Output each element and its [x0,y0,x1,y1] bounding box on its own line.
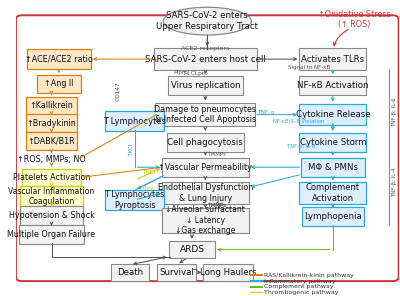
Text: Death: Death [117,268,143,277]
Text: ↑NET: ↑NET [142,170,158,175]
FancyBboxPatch shape [301,158,364,176]
FancyBboxPatch shape [168,76,243,95]
Text: ↑Bradykinin: ↑Bradykinin [27,119,76,128]
Text: Lymphopenia: Lymphopenia [304,212,362,221]
Text: ARDS: ARDS [180,245,204,254]
Text: ↑IVy: ↑IVy [142,186,154,191]
Text: ↑Vascular Permeability: ↑Vascular Permeability [158,163,252,172]
Text: Survival: Survival [159,268,194,277]
FancyBboxPatch shape [169,241,215,258]
Text: Complement pathway: Complement pathway [264,284,334,289]
FancyBboxPatch shape [154,48,257,70]
Text: SARS-CoV-2 enters
Upper Respiratory Tract: SARS-CoV-2 enters Upper Respiratory Trac… [156,12,258,31]
Text: TNF-β; IL-4: TNF-β; IL-4 [392,167,396,197]
FancyBboxPatch shape [299,133,366,152]
Text: Hypotension & Shock: Hypotension & Shock [8,211,94,220]
FancyBboxPatch shape [105,111,164,131]
Text: ↑Oxidative Stress
(↑ ROS): ↑Oxidative Stress (↑ ROS) [318,10,391,29]
FancyBboxPatch shape [299,76,366,95]
Text: ACE2 receptors: ACE2 receptors [181,46,230,51]
FancyBboxPatch shape [26,115,76,132]
FancyBboxPatch shape [26,97,76,115]
Text: ↑Kallikrein: ↑Kallikrein [30,101,73,110]
Text: TNF-α: TNF-α [257,110,274,115]
Text: Long Haulers: Long Haulers [200,268,257,277]
FancyBboxPatch shape [302,207,364,226]
FancyBboxPatch shape [299,104,366,126]
Text: TNF-α; IL-6: TNF-α; IL-6 [287,144,315,149]
Text: Multiple Organ Failure: Multiple Organ Failure [8,230,96,239]
Text: NF-κB Activation: NF-κB Activation [297,81,368,90]
FancyBboxPatch shape [162,158,249,176]
FancyBboxPatch shape [20,206,83,225]
Text: Complement
Activation: Complement Activation [306,183,360,202]
FancyBboxPatch shape [203,264,254,281]
Text: ↑KCl: ↑KCl [128,142,132,155]
FancyBboxPatch shape [157,264,196,281]
FancyBboxPatch shape [162,207,249,233]
Text: Plpro: Plpro [174,70,189,75]
Text: Thrombogenic pathway: Thrombogenic pathway [264,290,338,295]
FancyBboxPatch shape [22,168,81,186]
FancyBboxPatch shape [20,186,83,206]
FancyBboxPatch shape [111,264,149,281]
Text: →: → [192,268,198,274]
Text: ↓Alveolar surfactant
↓ Latency
↓Gas exchange: ↓Alveolar surfactant ↓ Latency ↓Gas exch… [166,205,245,235]
Text: Activates TLRs: Activates TLRs [301,55,364,64]
FancyBboxPatch shape [105,189,164,210]
FancyBboxPatch shape [26,132,76,150]
Text: ↑ACE/ACE2 ratio: ↑ACE/ACE2 ratio [25,55,93,64]
FancyBboxPatch shape [156,103,255,126]
Text: Cell phagocytosis: Cell phagocytosis [168,138,243,147]
Ellipse shape [163,7,251,35]
FancyBboxPatch shape [299,182,366,204]
Text: NF-κB/IL-8 Violation: NF-κB/IL-8 Violation [274,118,325,123]
Text: CD147: CD147 [116,81,121,101]
Text: ↑ROS; MMPs; NO: ↑ROS; MMPs; NO [17,155,86,163]
Text: Inflammatory pathway: Inflammatory pathway [264,279,336,284]
Text: ↑↓CLpro: ↑↓CLpro [182,71,208,76]
Text: ↑MMPs: ↑MMPs [206,152,226,157]
Text: Cytokine Storm: Cytokine Storm [300,138,366,147]
FancyBboxPatch shape [162,182,249,204]
Text: RAS/Kallikrein-kinin pathway: RAS/Kallikrein-kinin pathway [264,273,354,278]
Text: ↑MMPs: ↑MMPs [206,203,226,208]
Text: Cytokine Release: Cytokine Release [296,110,370,119]
Text: Endothelial Dysfunction
& Lung Injury: Endothelial Dysfunction & Lung Injury [158,183,253,202]
Text: T Lymphocytes
Pyroptosis: T Lymphocytes Pyroptosis [104,190,165,210]
Text: SARS-CoV-2 enters host cell: SARS-CoV-2 enters host cell [145,55,266,64]
Text: Damage to pneumocytes
& Infected Cell Apoptosis: Damage to pneumocytes & Infected Cell Ap… [154,105,256,124]
Text: MΦ & PMNs: MΦ & PMNs [308,163,358,172]
Text: Vascular Inflammation
Coagulation: Vascular Inflammation Coagulation [8,187,95,206]
FancyBboxPatch shape [167,133,244,152]
FancyBboxPatch shape [36,75,81,93]
Text: ↑MMPs: ↑MMPs [206,203,226,208]
FancyBboxPatch shape [299,48,366,70]
Text: Virus replication: Virus replication [170,81,240,90]
Text: Platelets Activation: Platelets Activation [13,173,90,182]
FancyBboxPatch shape [27,49,91,69]
Text: ↑DABK/B1R: ↑DABK/B1R [28,136,75,145]
Text: Signal to NF-κB: Signal to NF-κB [288,65,330,70]
Text: T Lymphocytes: T Lymphocytes [103,117,166,126]
Text: ↑Ang II: ↑Ang II [44,79,74,89]
FancyBboxPatch shape [19,225,84,244]
Text: TNF-β; IL-6: TNF-β; IL-6 [392,97,396,126]
